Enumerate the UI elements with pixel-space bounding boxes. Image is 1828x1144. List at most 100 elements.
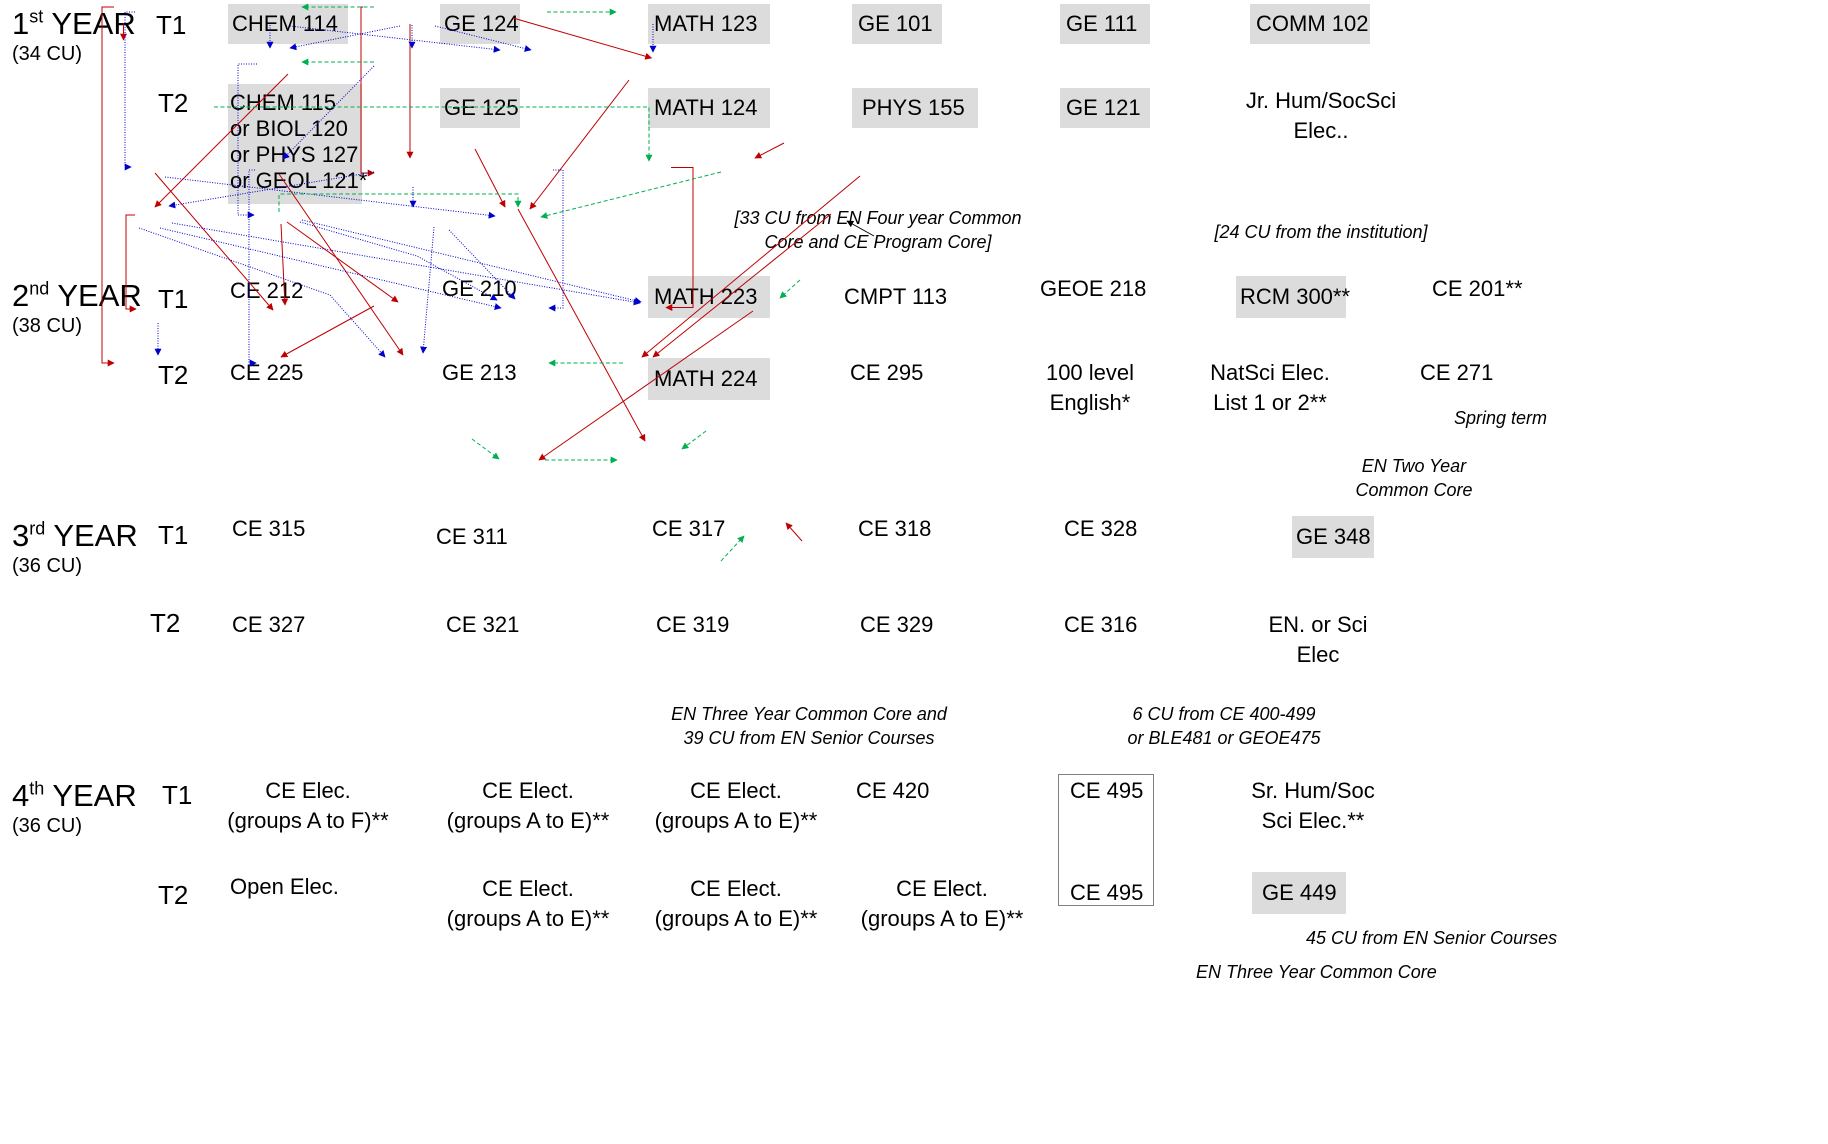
year-2-label: 2nd YEAR [12, 278, 142, 313]
note-line: Common Core [1355, 480, 1473, 500]
course-natsci-elec: NatSci Elec. List 1 or 2** [1200, 358, 1340, 418]
ce225-to-ce319 [138, 227, 386, 358]
line: Elec.. [1293, 118, 1349, 143]
term-t2: T2 [158, 360, 189, 390]
option-text: or GEOL 121* [230, 168, 368, 193]
concurrent-lines [214, 3, 801, 562]
course-math224: MATH 224 [648, 358, 770, 400]
two-year-note-to-ge348 [779, 279, 801, 299]
course-phys155: PHYS 155 [852, 88, 978, 128]
note-three-year-core: EN Three Year Common Core [1196, 962, 1437, 982]
line: CE Elec. [265, 778, 351, 803]
course-chem114: CHEM 114 [228, 4, 348, 44]
course-ce-elect-a-e: CE Elect. (groups A to E)** [648, 874, 824, 934]
year-4-label: 4th YEAR [12, 778, 137, 813]
line: List 1 or 2** [1213, 390, 1327, 415]
term-t1: T1 [156, 10, 187, 40]
line: (groups A to F)** [227, 808, 389, 833]
term-t2: T2 [158, 880, 189, 910]
course-ce317: CE 317 [652, 516, 726, 541]
course-math123: MATH 123 [648, 4, 770, 44]
note-line: 6 CU from CE 400-499 [1132, 704, 1316, 724]
line: CE Elect. [896, 876, 988, 901]
ce400-note-to-ce495 [681, 430, 707, 450]
line: CE Elect. [690, 876, 782, 901]
ge125-to-ce225 [154, 73, 289, 208]
line: 100 level [1045, 360, 1135, 385]
course-math124: MATH 124 [648, 88, 770, 128]
chem114-to-ce327 [101, 6, 115, 367]
cmpt113-to-ce318 [548, 169, 564, 312]
line: (groups A to E)** [654, 808, 818, 833]
year-2-cu: (38 CU) [12, 315, 83, 337]
course-ce319: CE 319 [656, 612, 730, 637]
course-ce321: CE 321 [446, 612, 520, 637]
year-4-cu: (36 CU) [12, 815, 83, 837]
course-rcm300: RCM 300** [1236, 276, 1350, 318]
course-ce328: CE 328 [1064, 516, 1138, 541]
course-ge124: GE 124 [440, 4, 520, 44]
course-ge449: GE 449 [1252, 872, 1346, 914]
three-year-note-to-ge449 [720, 535, 745, 562]
course-ce212: CE 212 [230, 278, 304, 303]
line: Sr. Hum/Soc [1251, 778, 1375, 803]
course-ce311: CE 311 [436, 524, 508, 549]
line: EN. or Sci [1268, 612, 1368, 637]
note-24cu: [24 CU from the institution] [1214, 222, 1428, 242]
line: (groups A to E)** [654, 906, 818, 931]
course-math223: MATH 223 [648, 276, 770, 318]
ge213-to-ce295 [278, 193, 522, 212]
ce212-to-ce311 [154, 172, 274, 311]
course-ge125: GE 125 [440, 88, 520, 128]
course-ce-elect-a-e: CE Elect. (groups A to E)** [440, 874, 616, 934]
math224-to-ce318 [448, 229, 516, 300]
spring-term-pointer [846, 220, 875, 237]
course-ce327: CE 327 [232, 612, 306, 637]
course-geoe218: GEOE 218 [1040, 276, 1147, 301]
note-6cu-ce400: 6 CU from CE 400-499 or BLE481 or GEOE47… [1116, 702, 1332, 750]
year-3-cu: (36 CU) [12, 555, 83, 577]
ce201-to-ce316 [641, 175, 861, 358]
note-two-year-core: EN Two Year Common Core [1346, 454, 1482, 502]
chem115-to-geoe218 [214, 106, 653, 162]
course-ge111: GE 111 [1060, 4, 1150, 44]
line: CE Elect. [690, 778, 782, 803]
ge101-to-ge121 [512, 17, 653, 60]
course-ge101: GE 101 [852, 4, 942, 44]
ge213-to-ce328 [301, 219, 642, 304]
ce212-to-ce295 [164, 176, 496, 219]
course-sr-hum-soc-sci-elec: Sr. Hum/Soc Sci Elec.** [1238, 776, 1388, 836]
core-note-to-ce295 [474, 148, 506, 208]
ce225-to-ce328 [171, 222, 641, 306]
course-comm102: COMM 102 [1250, 4, 1370, 44]
inst-note-to-rcm300 [754, 142, 785, 159]
course-ce225: CE 225 [230, 360, 304, 385]
note-line: or BLE481 or GEOE475 [1127, 728, 1321, 748]
ce295-to-ce495 [517, 208, 646, 442]
term-t1: T1 [158, 520, 189, 550]
term-t1: T1 [158, 284, 189, 314]
ge210-to-ce319 [278, 173, 404, 356]
spring-note-to-ce271 [846, 220, 875, 237]
ge121-to-ce295 [529, 79, 630, 210]
course-ge121: GE 121 [1060, 88, 1150, 128]
ce271-to-ce316 [652, 213, 832, 358]
course-ce420: CE 420 [856, 778, 930, 803]
math223-to-ce225 [168, 171, 375, 209]
course-ce495: CE 495 [1070, 880, 1144, 905]
term-t2: T2 [158, 88, 189, 118]
course-en-or-sci-elec: EN. or Sci Elec [1250, 610, 1386, 670]
term-t2: T2 [150, 608, 181, 638]
math123-to-phys155 [434, 25, 532, 52]
ce495-box [1058, 774, 1154, 906]
option-text: or PHYS 127 [230, 142, 359, 167]
corequisite-lines [124, 11, 657, 367]
course-cmpt113: CMPT 113 [844, 284, 948, 309]
course-ge348: GE 348 [1292, 516, 1374, 558]
ge348-to-ce420 [538, 310, 754, 461]
option-text: CHEM 115 [230, 90, 336, 115]
line: CE Elect. [482, 778, 574, 803]
course-ce-elect-a-e: CE Elect. (groups A to E)** [648, 776, 824, 836]
course-ce-elect-a-e: CE Elect. (groups A to E)** [440, 776, 616, 836]
